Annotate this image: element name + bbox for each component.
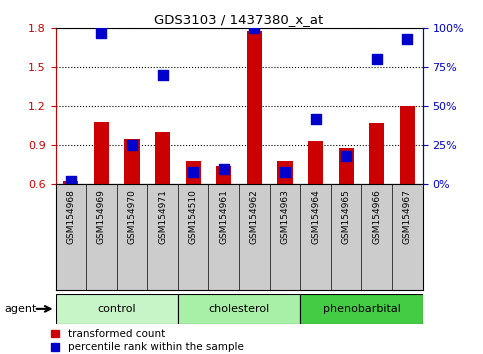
Bar [369, 123, 384, 184]
Bar [308, 141, 323, 184]
Text: GSM154968: GSM154968 [66, 189, 75, 244]
Text: GSM154971: GSM154971 [158, 189, 167, 244]
Point [281, 169, 289, 175]
Text: GSM154962: GSM154962 [250, 189, 259, 244]
Point [128, 142, 136, 148]
Text: GSM154965: GSM154965 [341, 189, 351, 244]
Point [373, 57, 381, 62]
Point [342, 153, 350, 159]
Bar [94, 122, 109, 184]
Text: GSM154963: GSM154963 [281, 189, 289, 244]
Point [312, 116, 319, 121]
Point [98, 30, 105, 36]
Bar [216, 166, 231, 184]
Text: GSM154970: GSM154970 [128, 189, 137, 244]
Bar [56, 294, 178, 324]
Text: cholesterol: cholesterol [209, 304, 270, 314]
Bar [178, 294, 300, 324]
Point [220, 166, 227, 171]
Point [189, 169, 197, 175]
Text: agent: agent [5, 304, 37, 314]
Point [403, 36, 411, 42]
Bar [300, 294, 423, 324]
Text: control: control [98, 304, 136, 314]
Title: GDS3103 / 1437380_x_at: GDS3103 / 1437380_x_at [155, 13, 324, 26]
Bar [247, 31, 262, 184]
Bar [63, 182, 78, 184]
Bar [155, 132, 170, 184]
Point [251, 25, 258, 31]
Text: GSM154961: GSM154961 [219, 189, 228, 244]
Text: GSM154967: GSM154967 [403, 189, 412, 244]
Legend: transformed count, percentile rank within the sample: transformed count, percentile rank withi… [51, 329, 243, 352]
Text: GSM154966: GSM154966 [372, 189, 381, 244]
Text: GSM154510: GSM154510 [189, 189, 198, 244]
Point [67, 178, 75, 184]
Bar [277, 161, 293, 184]
Text: GSM154969: GSM154969 [97, 189, 106, 244]
Bar [185, 161, 201, 184]
Text: phenobarbital: phenobarbital [323, 304, 400, 314]
Bar [339, 148, 354, 184]
Text: GSM154964: GSM154964 [311, 189, 320, 244]
Bar [400, 106, 415, 184]
Bar [125, 139, 140, 184]
Point [159, 72, 167, 78]
